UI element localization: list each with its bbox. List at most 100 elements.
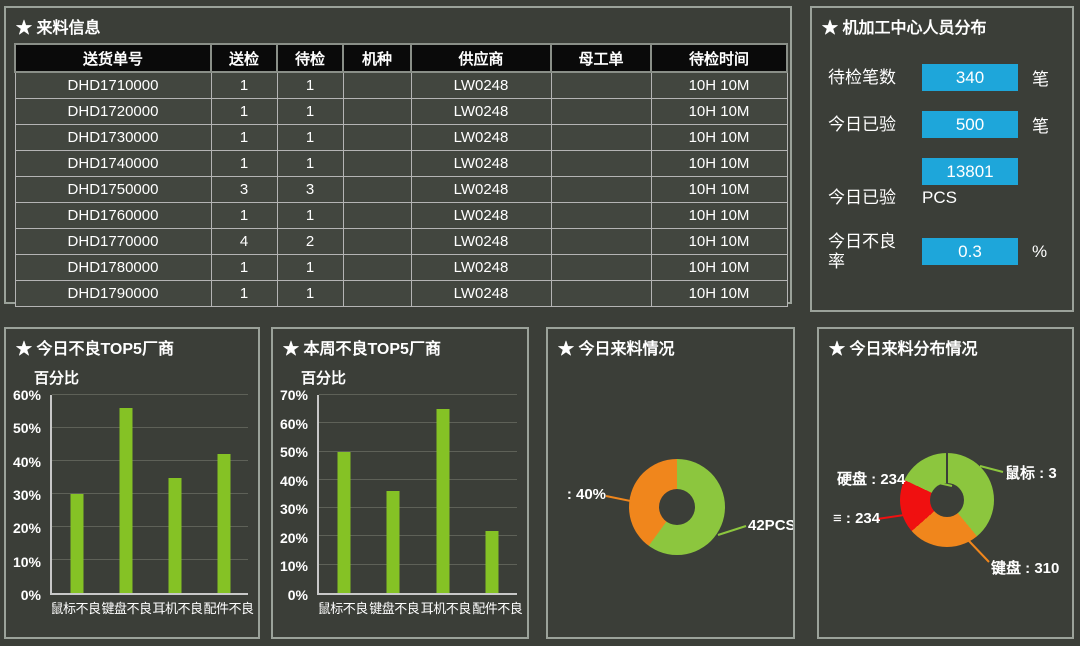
slice-label-keyboard: 键盘 : 310 xyxy=(991,560,1060,577)
bar-鼠标不良[interactable] xyxy=(70,494,83,593)
y-axis-tick: 50% xyxy=(12,420,41,437)
table-cell: 10H 10M xyxy=(650,253,788,281)
y-axis-tick: 10% xyxy=(12,553,41,570)
y-axis-tick: 30% xyxy=(12,487,41,503)
gridline xyxy=(52,493,248,494)
table-cell: DHD1770000 xyxy=(14,227,212,255)
table-cell: 1 xyxy=(276,279,344,307)
bar-耳机不良[interactable] xyxy=(168,477,181,593)
column-header[interactable]: 送货单号 xyxy=(14,43,212,73)
panel-title: ★ 今日来料分布情况 xyxy=(829,341,978,358)
y-axis-tick: 30% xyxy=(279,501,308,518)
table-cell: 1 xyxy=(276,71,344,99)
gridline xyxy=(52,394,248,395)
table-cell xyxy=(550,97,652,125)
bar-配件不良[interactable] xyxy=(485,530,499,593)
table-cell: LW0248 xyxy=(410,175,552,203)
table-row[interactable]: DHD1710000 1 1 LW0248 10H 10M xyxy=(14,71,788,99)
today-incoming-panel: ★ 今日来料情况 : 40% 42PCS xyxy=(546,327,795,639)
table-cell xyxy=(342,279,412,307)
table-cell: LW0248 xyxy=(410,227,552,255)
bar-配件不良[interactable] xyxy=(217,454,230,593)
table-row[interactable]: DHD1790000 1 1 LW0248 10H 10M xyxy=(14,279,788,307)
y-axis-tick: 40% xyxy=(279,472,308,489)
y-axis-tick: 60% xyxy=(279,415,308,432)
table-cell: 10H 10M xyxy=(650,123,788,151)
slice-label-hdd: 硬盘 : 234 xyxy=(837,471,906,488)
y-axis-tick: 20% xyxy=(12,520,41,537)
column-header[interactable]: 待检 xyxy=(276,43,344,73)
table-row[interactable]: DHD1720000 1 1 LW0248 10H 10M xyxy=(14,97,788,125)
table-cell: 4 xyxy=(210,227,278,255)
bar-耳机不良[interactable] xyxy=(436,409,450,593)
column-header[interactable]: 送检 xyxy=(210,43,278,73)
gridline xyxy=(319,535,517,537)
table-row[interactable]: DHD1750000 3 3 LW0248 10H 10M xyxy=(14,175,788,203)
bar-鼠标不良[interactable] xyxy=(337,451,351,593)
table-cell: LW0248 xyxy=(410,123,552,151)
machining-center-panel: ★ 机加工中心人员分布 待检笔数 340 笔 今日已验 500 笔 今日已验 1… xyxy=(810,6,1074,312)
table-cell: 1 xyxy=(276,149,344,177)
column-header[interactable]: 供应商 xyxy=(410,43,552,73)
gridline xyxy=(319,394,517,395)
panel-title: ★ 机加工中心人员分布 xyxy=(822,20,987,37)
table-cell: 1 xyxy=(276,253,344,281)
stat-value-box: 340 xyxy=(922,64,1018,91)
bar-键盘不良[interactable] xyxy=(119,408,132,593)
x-axis: 鼠标不良 键盘不良 耳机不良 配件不良 xyxy=(317,598,523,617)
panel-title: ★ 本周不良TOP5厂商 xyxy=(283,341,441,358)
stat-row-pending-count: 待检笔数 340 笔 xyxy=(828,64,1064,91)
stat-label: 今日已验 xyxy=(828,188,896,208)
table-cell: DHD1790000 xyxy=(14,279,212,307)
table-cell: 10H 10M xyxy=(650,201,788,229)
bar-键盘不良[interactable] xyxy=(386,491,400,593)
gridline xyxy=(52,427,248,428)
column-header[interactable]: 母工单 xyxy=(550,43,652,73)
column-header[interactable]: 待检时间 xyxy=(650,43,788,73)
y-axis-tick: 20% xyxy=(279,529,308,546)
table-cell: 3 xyxy=(276,175,344,203)
incoming-material-panel: ★ 来料信息 送货单号 送检 待检 机种 供应商 母工单 待检时间 DHD1710000 1 1 L… xyxy=(4,6,792,307)
gridline xyxy=(52,460,248,462)
gridline xyxy=(319,563,517,565)
y-axis-tick: 50% xyxy=(279,444,308,461)
y-axis-tick: 60% xyxy=(12,387,41,403)
y-axis-tick: 0% xyxy=(20,587,41,603)
donut-hole xyxy=(930,483,964,517)
table-header-row: 送货单号 送检 待检 机种 供应商 母工单 待检时间 xyxy=(14,43,788,73)
slice-label-green: 42PCS xyxy=(748,517,795,534)
table-cell: 10H 10M xyxy=(650,97,788,125)
table-cell xyxy=(342,97,412,125)
table-cell: 1 xyxy=(210,279,278,307)
column-header[interactable]: 机种 xyxy=(342,43,412,73)
table-cell xyxy=(550,149,652,177)
table-cell: LW0248 xyxy=(410,279,552,307)
stat-unit: % xyxy=(1032,241,1048,261)
table-cell xyxy=(550,175,652,203)
leader-line-green xyxy=(717,525,747,536)
table-cell: 10H 10M xyxy=(650,71,788,99)
table-cell xyxy=(550,227,652,255)
table-row[interactable]: DHD1770000 4 2 LW0248 10H 10M xyxy=(14,227,788,255)
table-cell: LW0248 xyxy=(410,149,552,177)
slice-label-red: ≡ : 234 xyxy=(833,510,881,527)
table-cell xyxy=(342,71,412,99)
table-cell: 3 xyxy=(210,175,278,203)
stat-row-inspected-pcs: 今日已验 13801 PCS xyxy=(828,158,1064,208)
table-cell: DHD1730000 xyxy=(14,123,212,151)
table-cell xyxy=(550,71,652,99)
table-cell xyxy=(342,175,412,203)
table-cell xyxy=(342,201,412,229)
y-axis: 0% 10% 20% 30% 40% 50% 60% xyxy=(6,387,46,603)
gridline xyxy=(52,526,248,528)
slice-label-orange: : 40% xyxy=(566,486,606,503)
table-cell: DHD1780000 xyxy=(14,253,212,281)
gridline xyxy=(319,478,517,480)
table-row[interactable]: DHD1780000 1 1 LW0248 10H 10M xyxy=(14,253,788,281)
stat-unit: 笔 xyxy=(1032,70,1049,89)
table-row[interactable]: DHD1760000 1 1 LW0248 10H 10M xyxy=(14,201,788,229)
table-cell xyxy=(342,227,412,255)
panel-title: ★ 今日来料情况 xyxy=(558,341,675,358)
table-row[interactable]: DHD1730000 1 1 LW0248 10H 10M xyxy=(14,123,788,151)
table-row[interactable]: DHD1740000 1 1 LW0248 10H 10M xyxy=(14,149,788,177)
